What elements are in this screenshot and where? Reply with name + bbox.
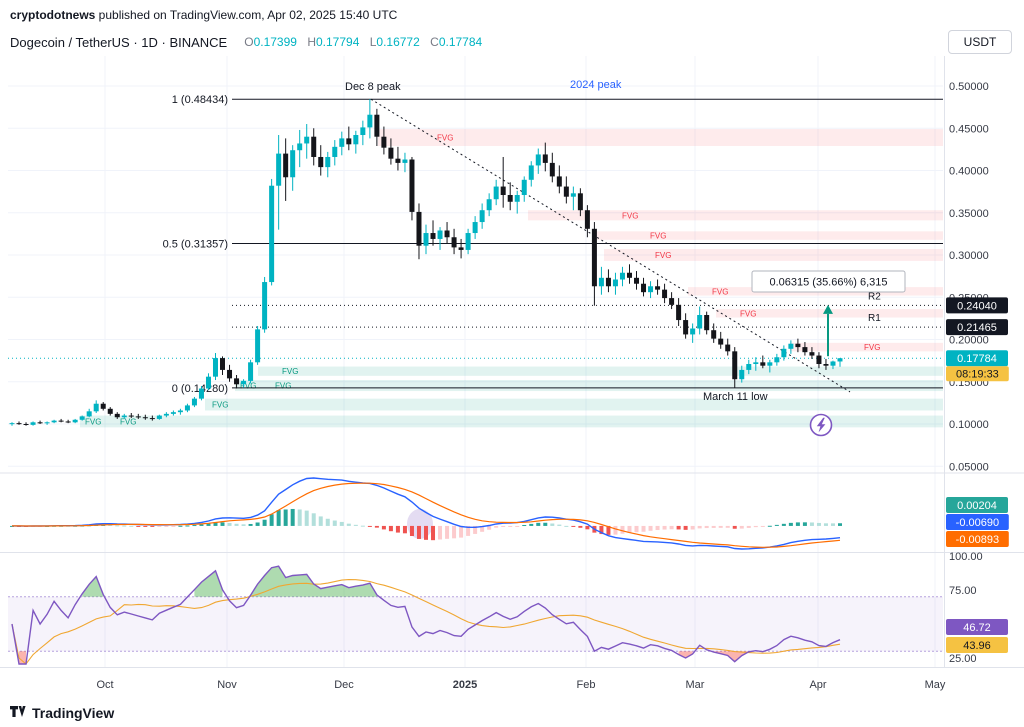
low-value: 0.16772 [376,35,420,49]
svg-text:75.00: 75.00 [949,585,977,597]
fib-levels[interactable]: 1 (0.48434)0.5 (0.31357)0 (0.14280) [163,94,943,395]
byline-author: cryptodotnews [10,8,96,22]
svg-text:0.20000: 0.20000 [949,335,989,347]
svg-text:0.21465: 0.21465 [957,322,997,334]
low-label: L [369,35,377,49]
lightning-icon[interactable] [809,413,833,437]
rsi-line [11,565,841,665]
svg-text:0.05000: 0.05000 [949,461,989,473]
svg-text:FVG: FVG [740,309,756,318]
descending-trendline[interactable] [370,98,851,393]
svg-text:08:19:33: 08:19:33 [956,369,999,381]
svg-text:Oct: Oct [96,679,113,691]
svg-text:2025: 2025 [453,679,477,691]
svg-text:46.72: 46.72 [963,622,991,634]
svg-text:Feb: Feb [577,679,596,691]
open-value: 0.17399 [253,35,297,49]
svg-text:-0.00893: -0.00893 [956,534,999,546]
close-label: C [430,35,439,49]
chart-annotations: Dec 8 peak 2024 peak March 11 low 0.06315 (… [345,79,906,437]
svg-text:0.10000: 0.10000 [949,419,989,431]
byline: cryptodotnews published on TradingView.c… [0,0,1024,36]
svg-text:FVG: FVG [212,401,228,410]
open-label: O [244,35,254,49]
time-axis[interactable]: Oct Nov Dec 2025 Feb Mar Apr May [96,679,945,691]
svg-text:0.30000: 0.30000 [949,250,989,262]
ohlc-values: O0.17399 H0.17794 L0.16772 C0.17784 [237,35,482,49]
tradingview-brand: TradingView [10,705,115,721]
svg-text:FVG: FVG [437,134,453,143]
svg-text:0.24040: 0.24040 [957,300,997,312]
brand-text: TradingView [32,705,115,721]
currency-toggle-button[interactable]: USDT [948,30,1012,54]
svg-text:Dec 8 peak: Dec 8 peak [345,81,401,93]
svg-text:FVG: FVG [655,251,671,260]
close-value: 0.17784 [438,35,483,49]
svg-text:FVG: FVG [864,343,880,352]
svg-text:FVG: FVG [650,232,666,241]
grid [8,56,943,667]
svg-text:25.00: 25.00 [949,653,977,665]
resistance-levels[interactable]: R2 R1 [232,291,943,328]
svg-text:2024 peak: 2024 peak [570,79,622,91]
svg-text:0.50000: 0.50000 [949,81,989,93]
svg-text:FVG: FVG [712,287,728,296]
macd-pane[interactable] [10,477,842,550]
svg-text:FVG: FVG [622,211,638,220]
high-value: 0.17794 [315,35,360,49]
svg-text:0.45000: 0.45000 [949,123,989,135]
symbol-bar: Dogecoin / TetherUS · 1D · BINANCE O0.17… [0,28,944,56]
svg-text:0.00204: 0.00204 [957,500,997,512]
svg-text:R1: R1 [868,313,881,324]
svg-text:Nov: Nov [217,679,237,691]
tradingview-logo-icon [10,706,26,717]
svg-text:100.00: 100.00 [949,551,983,563]
price-axis[interactable]: 0.500000.450000.400000.350000.300000.250… [946,81,1009,665]
svg-text:FVG: FVG [282,367,298,376]
high-label: H [307,35,316,49]
candlesticks[interactable] [9,99,843,426]
svg-text:1 (0.48434): 1 (0.48434) [172,94,228,106]
svg-text:Apr: Apr [809,679,826,691]
svg-text:0.17784: 0.17784 [957,353,997,365]
svg-text:FVG: FVG [240,382,256,391]
symbol-title[interactable]: Dogecoin / TetherUS · 1D · BINANCE [10,34,228,50]
svg-text:0.5 (0.31357): 0.5 (0.31357) [163,239,228,251]
svg-text:March 11 low: March 11 low [703,391,768,403]
svg-text:May: May [925,679,946,691]
svg-text:R2: R2 [868,291,881,302]
byline-text: published on TradingView.com, Apr 02, 20… [95,8,398,22]
svg-text:0.40000: 0.40000 [949,166,989,178]
rsi-pane[interactable] [8,565,943,665]
svg-text:-0.00690: -0.00690 [956,517,999,529]
svg-text:FVG: FVG [120,417,136,426]
svg-text:0.35000: 0.35000 [949,208,989,220]
svg-text:Mar: Mar [686,679,705,691]
rsi-ma-line [11,579,841,665]
svg-text:FVG: FVG [85,417,101,426]
svg-text:FVG: FVG [275,382,291,391]
macd-signal-line [12,482,841,548]
svg-text:0.06315 (35.66%) 6,315: 0.06315 (35.66%) 6,315 [769,277,887,289]
svg-text:Dec: Dec [334,679,354,691]
svg-text:43.96: 43.96 [963,640,991,652]
